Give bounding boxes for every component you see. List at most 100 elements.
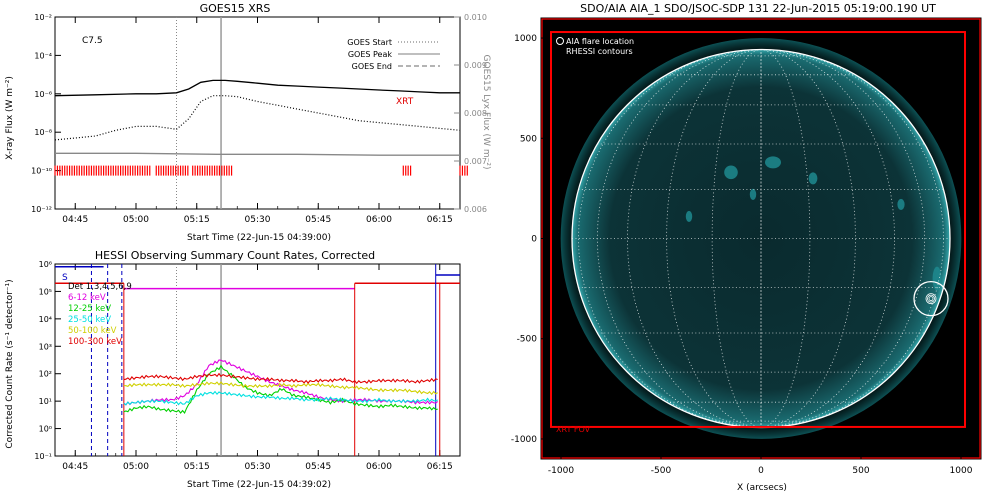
- goes-legend-label: GOES Peak: [348, 50, 393, 59]
- y-tick-label: 10⁴: [39, 315, 52, 324]
- x-tick-label: 05:30: [245, 215, 271, 225]
- goes-plot-frame: [54, 16, 461, 210]
- goes-y-axis-label: X-ray Flux (W m⁻²): [5, 76, 15, 160]
- hessi-legend-label: Det 1,3,4,5,6,9: [68, 282, 132, 292]
- hessi-legend-label: 6-12 keV: [68, 293, 106, 303]
- y-tick-label: 10⁶: [39, 260, 52, 269]
- y2-tick-label: 0.007: [464, 157, 487, 166]
- goes-y2-axis-label: GOES15 Lyx Flux (W m⁻²): [481, 55, 491, 170]
- longitude-grid-line: [596, 49, 762, 428]
- x-tick-label: 04:45: [62, 215, 88, 225]
- active-region: [724, 165, 738, 180]
- x-tick-label: 04:45: [62, 462, 88, 472]
- goes-series-line: [54, 95, 461, 141]
- aia-x-tick-label: 0: [758, 466, 764, 476]
- aia-panel: SDO/AIA AIA_1 SDO/JSOC-SDP 131 22-Jun-20…: [511, 2, 982, 493]
- hessi-legend-label: 12-25 keV: [68, 304, 111, 314]
- goes-legend: GOES Start GOES Peak GOES End: [347, 38, 440, 71]
- hessi-axes: 04:45 05:00 05:15 05:30 05:45 06:00 06:15 10⁶ 10…: [34, 260, 461, 472]
- y-tick-label: 10⁻⁴: [34, 51, 52, 60]
- aia-y-tick-label: -500: [517, 335, 538, 345]
- aia-y-tick-label: -1000: [511, 435, 537, 445]
- aia-legend-label: AIA flare location: [566, 37, 634, 46]
- goes-x-axis-label: Start Time (22-Jun-15 04:39:00): [187, 233, 331, 243]
- y-tick-label: 10³: [39, 342, 52, 351]
- goes-panel: GOES15 XRS 04:45 05:00 05:15 05:30 05:45 06:0…: [5, 2, 491, 243]
- aia-x-tick-label: -500: [651, 466, 672, 476]
- active-region: [932, 266, 942, 291]
- hessi-plot-frame: [54, 263, 461, 457]
- y-tick-label: 10¹: [39, 397, 52, 406]
- y-tick-label: 10⁻¹²: [31, 205, 52, 214]
- x-tick-label: 06:00: [366, 462, 392, 472]
- hessi-legend-label: 25-50 keV: [68, 315, 111, 325]
- hessi-series-group: [55, 264, 460, 456]
- aia-x-tick-label: -1000: [548, 466, 574, 476]
- rhessi-contour: [928, 296, 934, 302]
- hessi-series-line: [123, 381, 438, 396]
- hessi-x-axis-label: Start Time (22-Jun-15 04:39:02): [187, 480, 331, 490]
- x-tick-label: 05:15: [184, 462, 210, 472]
- longitude-grid-line: [760, 49, 896, 428]
- hessi-series-line: [123, 390, 438, 406]
- aia-fov-label: XRT FOV: [556, 425, 591, 434]
- y2-tick-label: 0.008: [464, 109, 487, 118]
- goes-series-line: [55, 152, 460, 156]
- goes-legend-label: GOES Start: [347, 38, 392, 47]
- aia-x-axis-label: X (arcsecs): [737, 483, 787, 493]
- aia-x-tick-label: 1000: [950, 466, 973, 476]
- aia-legend-flare-icon: [556, 37, 564, 45]
- hessi-series-line: [123, 372, 438, 385]
- y-tick-label: 10⁻¹: [34, 452, 52, 461]
- x-tick-label: 05:30: [245, 462, 271, 472]
- x-tick-label: 06:15: [427, 462, 453, 472]
- y-tick-label: 10⁰: [39, 425, 52, 434]
- x-tick-label: 05:00: [123, 462, 149, 472]
- xrt-fov-box: [550, 31, 966, 428]
- hessi-series-line: [123, 364, 438, 415]
- aia-legend-label: RHESSI contours: [566, 47, 633, 56]
- aia-y-tick-label: 0: [531, 235, 537, 245]
- x-tick-label: 05:45: [305, 462, 331, 472]
- active-region: [808, 172, 818, 185]
- longitude-grid-line: [760, 49, 811, 428]
- hessi-s-label: S: [62, 273, 68, 283]
- y-tick-label: 10²: [39, 370, 52, 379]
- hessi-series-line: [123, 359, 439, 406]
- active-region: [749, 188, 757, 200]
- y2-tick-label: 0.009: [464, 61, 487, 70]
- active-region: [765, 156, 781, 169]
- longitude-grid-line: [626, 49, 762, 428]
- hessi-title: HESSI Observing Summary Count Rates, Cor…: [95, 249, 375, 262]
- y2-tick-label: 0.006: [464, 205, 487, 214]
- longitude-grid-line: [711, 49, 762, 428]
- x-tick-label: 05:15: [184, 215, 210, 225]
- hessi-legend-label: 50-100 keV: [68, 326, 117, 336]
- x-tick-label: 06:00: [366, 215, 392, 225]
- y-tick-label: 10⁻²: [34, 13, 52, 22]
- goes-series-line: [54, 79, 460, 97]
- goes-axes: 04:45 05:00 05:15 05:30 05:45 06:00 06:15 10⁻² 1…: [31, 13, 487, 225]
- rhessi-contour: [927, 294, 935, 303]
- y-tick-label: 10⁻⁶: [34, 90, 52, 99]
- goes-legend-label: GOES End: [352, 62, 392, 71]
- y-tick-label: 10⁵: [39, 287, 52, 296]
- aia-y-tick-label: 500: [520, 134, 537, 144]
- aia-axes: -1000 -500 0 500 1000 1000 500 0 -500 -1000: [511, 34, 973, 476]
- x-tick-label: 06:15: [427, 215, 453, 225]
- y-tick-label: 10⁻¹⁰: [31, 167, 52, 176]
- active-region: [685, 210, 693, 223]
- longitude-grid-line: [760, 49, 926, 428]
- flare-location-circle: [913, 280, 949, 317]
- hessi-legend-label: 100-300 keV: [68, 337, 122, 347]
- goes-series-group: [54, 17, 468, 209]
- aia-x-tick-label: 500: [852, 466, 869, 476]
- aia-y-tick-label: 1000: [514, 34, 537, 44]
- hessi-panel: HESSI Observing Summary Count Rates, Cor…: [5, 249, 461, 490]
- goes-title: GOES15 XRS: [200, 2, 271, 15]
- goes-xrt-annotation: XRT: [396, 97, 414, 107]
- rhessi-contour: [925, 293, 937, 305]
